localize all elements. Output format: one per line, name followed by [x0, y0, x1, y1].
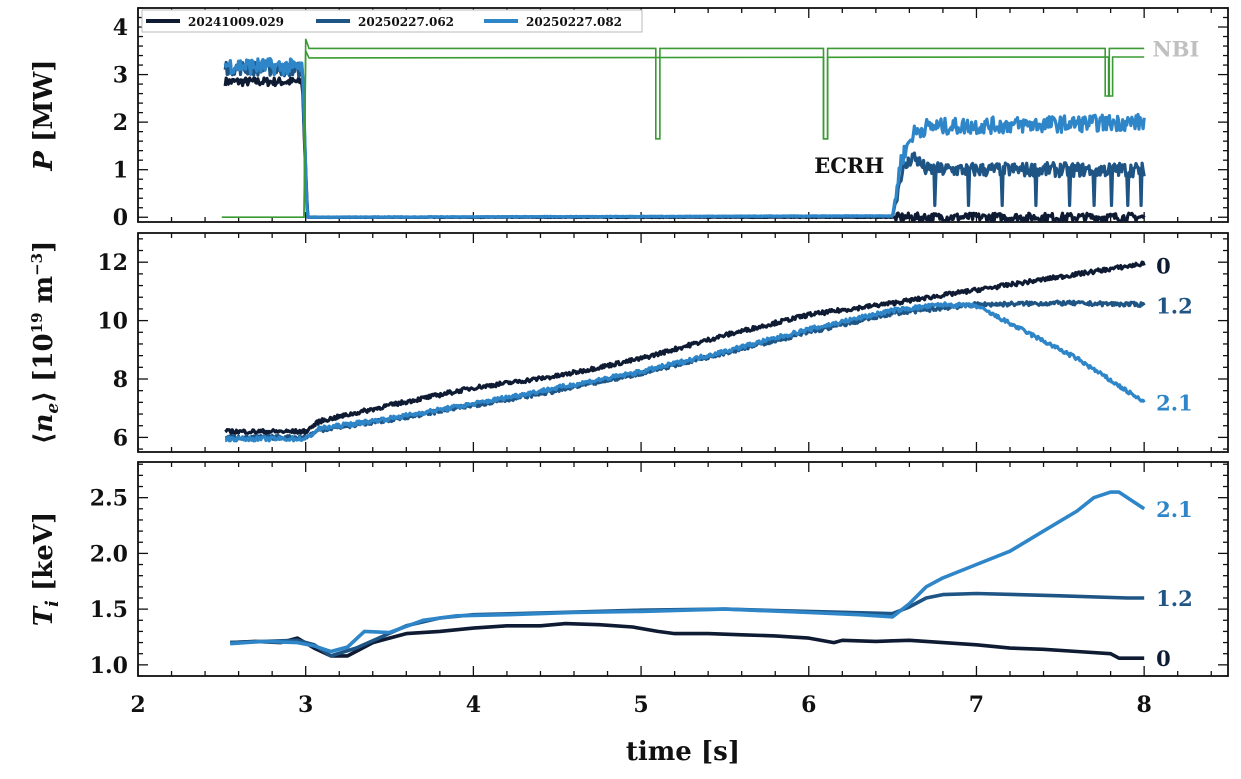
series-line-20241009-029 — [230, 621, 1145, 660]
series-end-label: 1.2 — [1156, 293, 1193, 318]
y-tick-label: 0 — [113, 205, 128, 231]
panel-frame — [137, 461, 1229, 677]
x-tick-label: 6 — [801, 692, 816, 718]
legend-entry: 20241009.029 — [188, 15, 284, 29]
panel-frame — [137, 232, 1229, 453]
annotation-nbi: NBI — [1153, 36, 1200, 61]
y-tick-label: 1.5 — [90, 597, 128, 623]
series-end-label: 1.2 — [1156, 586, 1193, 611]
panel-3: 1.0 1.5 2.0 2.5 Ti [keV] 2 3 4 5 6 7 8 time [s] 0 1.2 2… — [29, 461, 1229, 767]
y-tick-label: 12 — [97, 250, 128, 276]
series-nbi-line — [303, 50, 1145, 218]
y-axis-label: ⟨ne⟩ [1019 m−3] — [28, 241, 63, 445]
y-tick-label: 8 — [113, 367, 128, 393]
y-axis-label: P [MW] — [29, 59, 59, 171]
plot-area — [221, 38, 1146, 222]
series-line-20250227-082 — [223, 57, 1146, 220]
y-tick-label: 4 — [113, 15, 128, 41]
y-tick-label: 2 — [113, 110, 128, 136]
series-end-label: 0 — [1156, 646, 1171, 671]
series-nbi-line — [221, 38, 1145, 218]
x-tick-label: 5 — [633, 692, 648, 718]
series-line-20241009-029 — [223, 76, 1146, 222]
panel-frame — [137, 7, 1229, 223]
x-tick-label: 4 — [466, 692, 481, 718]
series-end-label: 2.1 — [1156, 497, 1193, 522]
legend-entry: 20250227.062 — [358, 15, 454, 29]
y-tick-label: 3 — [113, 63, 128, 89]
series-end-label: 2.1 — [1156, 390, 1193, 415]
series-end-label: 0 — [1156, 253, 1171, 278]
y-axis-label: Ti [keV] — [29, 512, 63, 627]
series-line-20241009-029 — [224, 260, 1146, 436]
x-axis-label: time [s] — [626, 737, 740, 767]
y-tick-label: 10 — [97, 309, 128, 335]
y-tick-label: 1.0 — [90, 653, 128, 679]
y-tick-label: 6 — [113, 425, 128, 451]
x-tick-label: 3 — [298, 692, 313, 718]
y-tick-label: 1 — [113, 158, 128, 184]
y-tick-label: 2.5 — [90, 486, 128, 512]
legend-box — [141, 9, 643, 33]
y-tick-label: 2.0 — [90, 541, 128, 567]
series-line-20250227-062 — [223, 59, 1146, 219]
legend: 20241009.029 20250227.062 20250227.082 — [141, 9, 643, 33]
series-line-20250227-082 — [224, 301, 1146, 443]
x-tick-label: 8 — [1136, 692, 1151, 718]
series-line-20250227-082 — [230, 490, 1146, 654]
panel-1: 0 1 2 3 4 P [MW] NBI ECRH 20241009.029 20250227.0… — [29, 7, 1229, 231]
x-tick-label: 2 — [130, 692, 145, 718]
panel-2: 6 8 10 12 ⟨ne⟩ [1019 m−3] 0 1.2 2.1 — [28, 232, 1229, 453]
plot-area — [224, 260, 1146, 443]
plot-area — [230, 490, 1146, 660]
legend-entry: 20250227.082 — [526, 15, 622, 29]
annotation-ecrh: ECRH — [814, 153, 884, 178]
x-tick-label: 7 — [969, 692, 984, 718]
